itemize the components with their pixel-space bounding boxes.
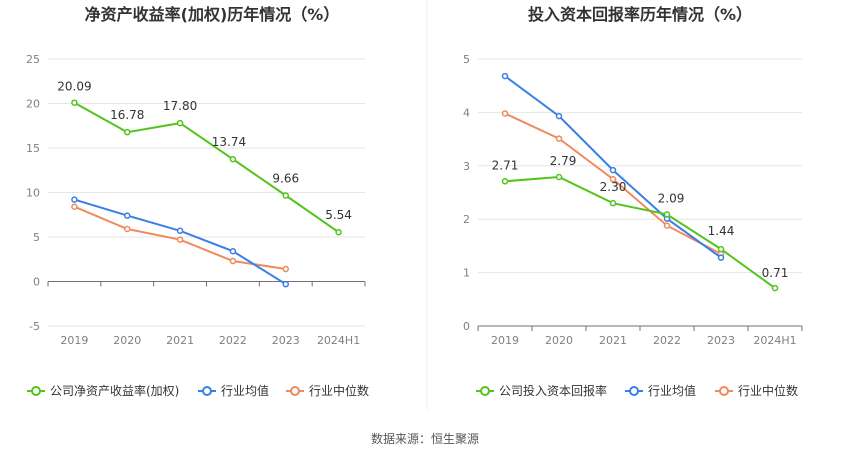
legend-label: 行业中位数	[738, 383, 798, 398]
chart-panel-1: 净资产收益率(加权)历年情况（%） -5 0 5 10 15 20 25 2019 2020 202…	[26, 5, 369, 398]
data-point	[717, 254, 725, 261]
data-point	[124, 225, 131, 233]
data-point	[176, 227, 184, 235]
x-tick-label: 2021	[599, 334, 627, 347]
data-label: 20.09	[57, 80, 91, 94]
x-tick-label: 2021	[166, 334, 194, 347]
data-point	[609, 166, 617, 174]
data-point	[555, 173, 563, 181]
data-label: 5.54	[325, 208, 352, 222]
data-point	[176, 119, 184, 127]
x-tick-label: 2020	[113, 334, 141, 347]
x-tick-label: 2019	[60, 334, 88, 347]
data-label: 2.71	[492, 158, 519, 172]
y-tick-label: 15	[26, 142, 40, 155]
data-label: 2.09	[658, 191, 685, 205]
legend-label: 公司投入资本回报率	[499, 383, 607, 398]
data-point	[282, 265, 289, 273]
data-point	[501, 178, 509, 185]
data-point	[282, 280, 289, 288]
legend-marker-dot	[719, 386, 729, 396]
y-tick-label: 4	[463, 106, 470, 119]
data-point	[555, 112, 563, 120]
x-tick-label: 2024H1	[317, 334, 360, 347]
data-point	[609, 199, 617, 207]
x-tick-label: 2024H1	[753, 334, 796, 347]
legend-marker-dot	[290, 386, 300, 396]
chart-panel-2: 投入资本回报率历年情况（%） 0 1 2 3 4 5 2019 2020 2021 2022 2023…	[463, 5, 803, 398]
legend-label: 公司净资产收益率(加权)	[50, 383, 179, 398]
data-label: 2.79	[550, 154, 577, 168]
y-tick-label: 0	[33, 276, 40, 289]
y-tick-label: 0	[463, 320, 470, 333]
y-tick-label: 10	[26, 187, 40, 200]
data-point	[229, 155, 237, 163]
data-label: 13.74	[212, 135, 246, 149]
data-label: 2.30	[600, 180, 627, 194]
data-point	[71, 196, 78, 203]
data-label: 9.66	[272, 172, 299, 186]
legend-label: 行业均值	[221, 383, 269, 398]
series-line-1	[504, 175, 776, 289]
source-note: 数据来源：恒生聚源	[371, 431, 479, 446]
x-tick-label: 2022	[219, 334, 247, 347]
y-tick-label: 1	[463, 267, 470, 280]
legend-marker-dot	[31, 386, 41, 396]
data-point	[282, 192, 289, 199]
data-point	[229, 257, 237, 265]
data-label: 17.80	[163, 99, 197, 113]
y-tick-label: 20	[26, 98, 40, 111]
legend-marker-dot	[202, 386, 212, 396]
chart-title: 净资产收益率(加权)历年情况（%）	[85, 5, 340, 24]
data-point	[609, 175, 617, 183]
data-label: 16.78	[110, 108, 144, 122]
y-tick-label: 3	[463, 160, 470, 173]
data-point	[124, 128, 131, 136]
y-tick-label: 5	[463, 53, 470, 66]
data-point	[229, 247, 237, 255]
y-tick-label: 5	[33, 231, 40, 244]
data-point	[501, 110, 509, 117]
data-label: 1.44	[708, 224, 735, 238]
legend-marker-dot	[629, 386, 639, 396]
x-tick-label: 2020	[545, 334, 573, 347]
data-label: 0.71	[762, 266, 789, 280]
data-point	[663, 211, 671, 218]
series-line-1	[73, 101, 340, 234]
data-point	[71, 203, 78, 210]
data-point	[501, 72, 509, 80]
data-point	[335, 228, 342, 236]
data-point	[71, 99, 78, 106]
legend-marker-dot	[480, 386, 490, 396]
data-point	[663, 222, 671, 229]
data-point	[555, 135, 563, 142]
x-tick-label: 2022	[653, 334, 681, 347]
x-tick-label: 2023	[272, 334, 300, 347]
x-tick-label: 2019	[491, 334, 519, 347]
legend-label: 行业中位数	[309, 383, 369, 398]
y-tick-label: 25	[26, 53, 40, 66]
x-tick-label: 2023	[707, 334, 735, 347]
y-tick-label: 2	[463, 213, 470, 226]
y-tick-label: -5	[29, 320, 40, 333]
data-point	[771, 284, 779, 292]
chart-title: 投入资本回报率历年情况（%）	[528, 5, 752, 24]
data-point	[717, 245, 725, 253]
data-point	[124, 212, 131, 219]
legend-label: 行业均值	[648, 383, 696, 398]
data-point	[176, 236, 184, 243]
